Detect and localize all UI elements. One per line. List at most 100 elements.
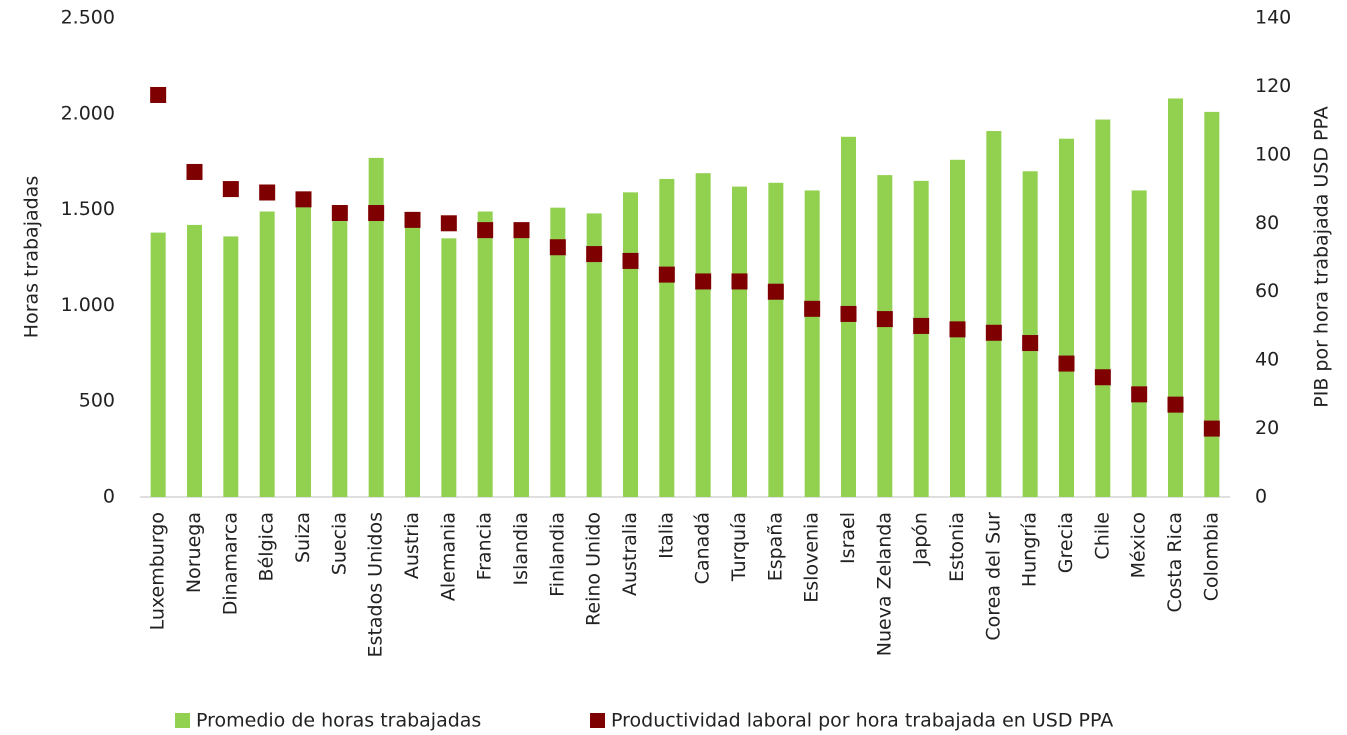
x-tick-label: Bélgica <box>256 512 278 581</box>
bar <box>296 203 311 498</box>
x-tick-label: Israel <box>837 512 859 564</box>
marker <box>985 324 1002 341</box>
y2-tick-label: 140 <box>1255 7 1291 29</box>
marker <box>731 273 748 290</box>
y2-tick-label: 80 <box>1255 212 1279 234</box>
marker <box>913 317 930 334</box>
x-tick-label: España <box>764 512 786 581</box>
marker <box>622 252 639 269</box>
bar <box>223 236 239 497</box>
bar <box>550 207 566 497</box>
x-tick-label: Islandia <box>510 512 532 585</box>
marker <box>513 222 530 239</box>
marker <box>1203 420 1220 437</box>
bar <box>804 190 820 497</box>
marker <box>804 300 821 317</box>
legend-label: Productividad laboral por hora trabajada… <box>611 710 1113 732</box>
bar <box>913 180 929 498</box>
bar <box>732 186 747 497</box>
marker <box>440 215 457 232</box>
x-tick-label: Estonia <box>946 512 968 582</box>
marker <box>1131 386 1148 403</box>
y-tick-label: 2.000 <box>61 102 115 124</box>
bar <box>1059 138 1074 497</box>
marker <box>949 321 966 338</box>
y2-tick-label: 40 <box>1255 349 1279 371</box>
x-tick-label: Costa Rica <box>1164 512 1186 613</box>
x-tick-label: Canadá <box>692 512 714 584</box>
marker <box>186 163 203 180</box>
x-tick-label: Japón <box>910 512 932 566</box>
marker <box>549 239 566 256</box>
x-tick-label: Alemania <box>437 512 459 601</box>
legend-swatch <box>590 713 605 728</box>
y-tick-label: 2.500 <box>61 7 115 29</box>
bar <box>695 173 711 498</box>
y-tick-label: 1.000 <box>61 294 115 316</box>
bar <box>1168 98 1183 498</box>
bar <box>1095 119 1111 497</box>
bar <box>623 192 638 497</box>
marker <box>1094 369 1111 386</box>
marker <box>695 273 712 290</box>
x-tick-label: Finlandia <box>546 512 568 597</box>
bar <box>586 213 602 497</box>
x-tick-label: Corea del Sur <box>982 512 1004 641</box>
x-tick-label: Reino Unido <box>583 512 605 626</box>
y-tick-label: 500 <box>79 390 115 412</box>
bar <box>986 131 1002 497</box>
bar <box>368 157 384 498</box>
bar <box>332 221 348 497</box>
legend-swatch <box>175 713 190 728</box>
y2-axis-title: PIB por hora trabajada USD PPA <box>1311 106 1333 407</box>
marker <box>150 86 167 103</box>
marker <box>1058 355 1075 372</box>
y2-tick-label: 100 <box>1255 143 1291 165</box>
x-tick-label: Hungría <box>1019 512 1041 587</box>
x-tick-label: Turquía <box>728 512 750 582</box>
bar <box>1131 190 1147 497</box>
marker <box>1022 335 1039 352</box>
marker <box>295 191 312 208</box>
bar <box>150 232 166 498</box>
x-tick-label: Estados Unidos <box>365 512 387 657</box>
marker <box>477 222 494 239</box>
marker <box>222 181 239 198</box>
marker <box>767 283 784 300</box>
marker <box>658 266 675 283</box>
y-tick-label: 1.500 <box>61 198 115 220</box>
x-tick-label: Francia <box>474 512 496 580</box>
marker <box>331 205 348 222</box>
x-tick-label: Noruega <box>183 512 205 593</box>
marker <box>840 305 857 322</box>
bar <box>405 226 420 497</box>
bar <box>259 211 275 498</box>
x-tick-label: Chile <box>1091 512 1113 560</box>
bar <box>1204 111 1220 497</box>
y2-tick-label: 20 <box>1255 417 1279 439</box>
x-tick-label: Dinamarca <box>219 512 241 615</box>
y-tick-label: 0 <box>103 486 115 508</box>
marker <box>404 211 421 228</box>
legend-label: Promedio de horas trabajadas <box>196 710 481 732</box>
x-tick-label: Grecia <box>1055 512 1077 573</box>
y2-tick-label: 0 <box>1255 486 1267 508</box>
marker <box>876 311 893 328</box>
x-tick-label: Suecia <box>328 512 350 575</box>
y2-tick-label: 60 <box>1255 280 1279 302</box>
x-tick-label: Luxemburgo <box>147 512 169 630</box>
x-tick-label: Colombia <box>1200 512 1222 601</box>
bar <box>659 178 675 497</box>
bar <box>877 175 893 497</box>
x-tick-label: Suiza <box>292 512 314 563</box>
x-tick-label: México <box>1128 512 1150 578</box>
marker <box>1167 396 1184 413</box>
bar <box>441 238 457 497</box>
bar <box>1022 171 1038 497</box>
x-tick-label: Austria <box>401 512 423 579</box>
x-tick-label: Australia <box>619 512 641 596</box>
marker <box>259 184 276 201</box>
marker <box>586 246 603 263</box>
bar <box>768 182 784 497</box>
